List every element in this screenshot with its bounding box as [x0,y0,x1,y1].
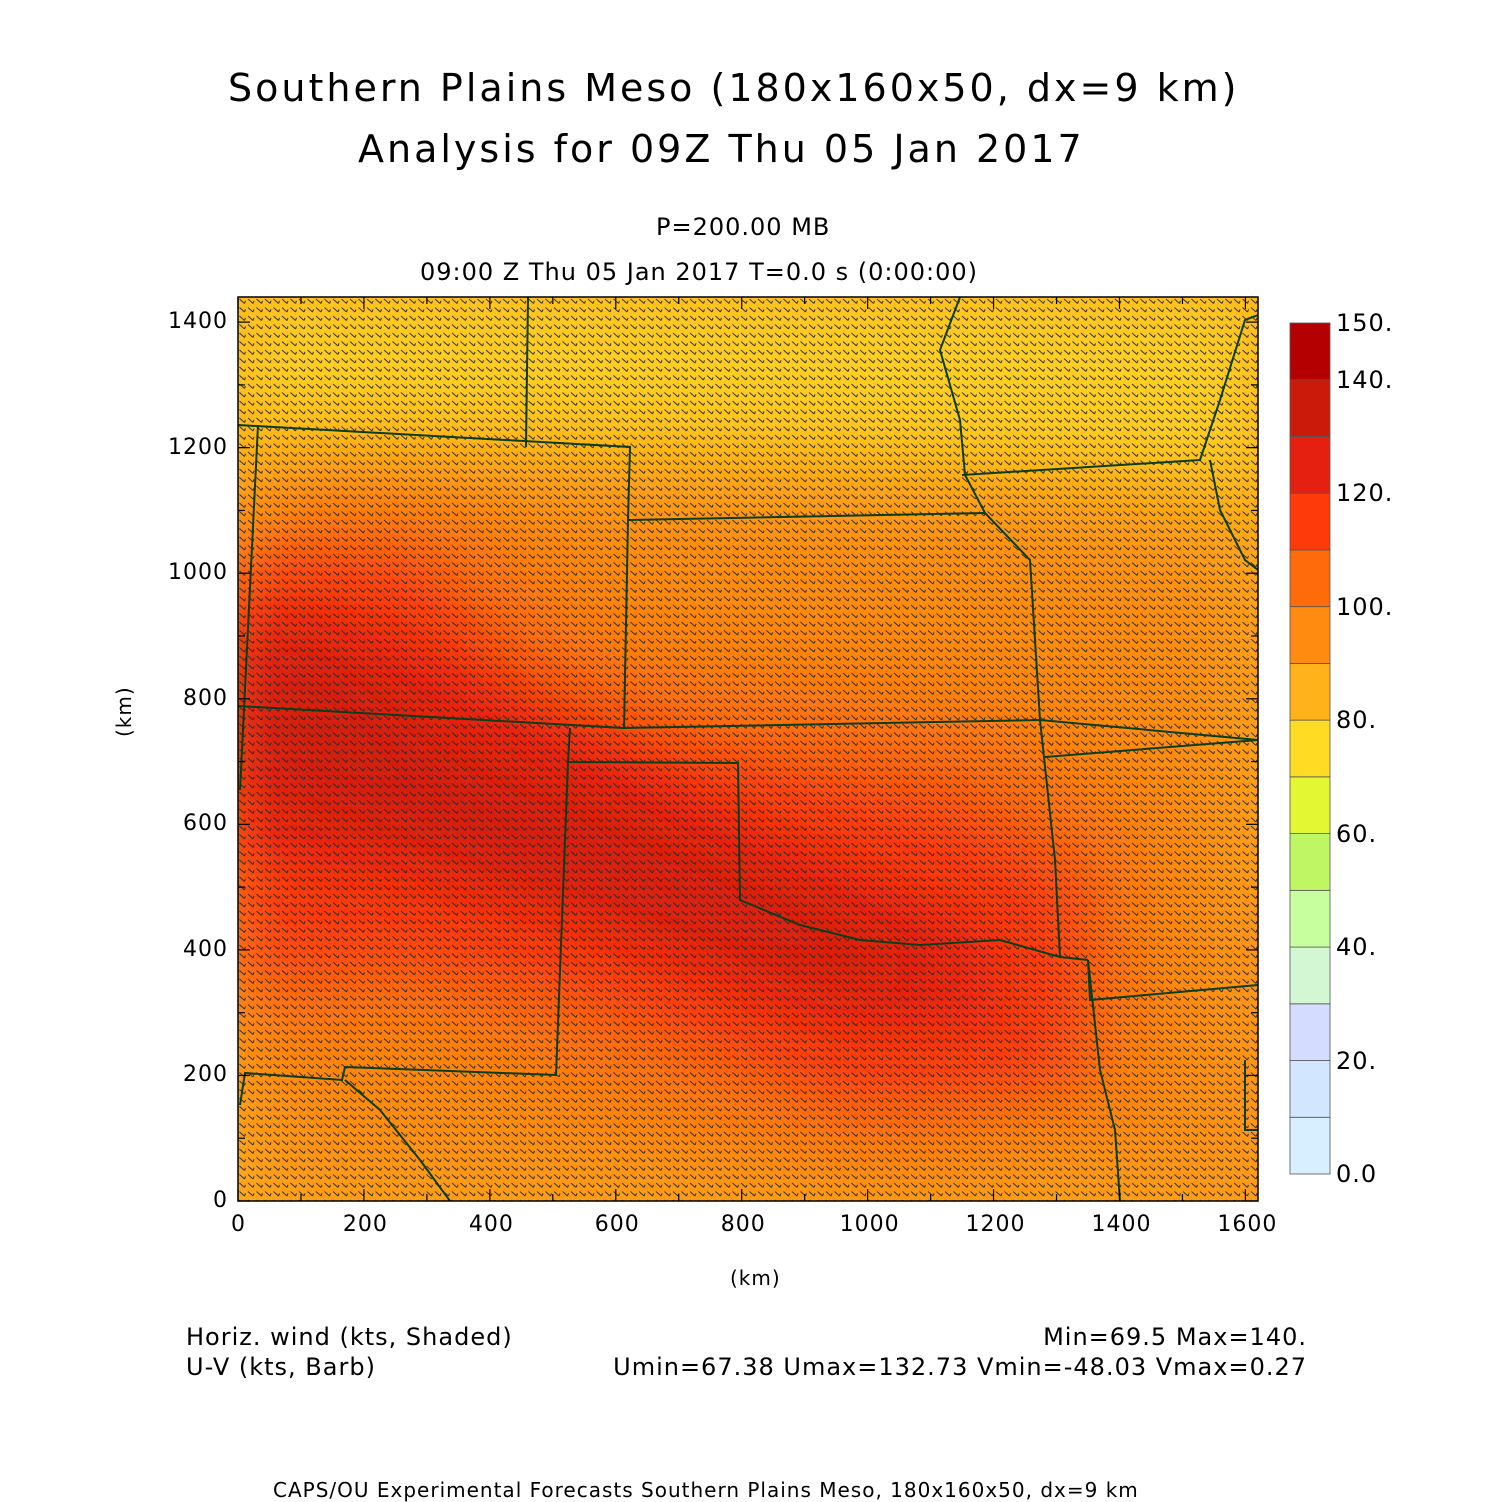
barb-field-label: U-V (kts, Barb) [186,1353,376,1381]
x-tick-label: 1200 [965,1212,1026,1237]
wind-barbs [238,297,1258,1201]
x-axis-ticks [237,297,1247,1201]
y-tick-label: 1200 [168,434,228,460]
colorbar-box [1289,663,1331,721]
colorbar-box [1289,549,1331,608]
x-axis-title: (km) [730,1266,781,1290]
colorbar-box [1289,946,1331,1005]
x-tick-label: 200 [342,1212,388,1237]
title-line-2: Analysis for 09Z Thu 05 Jan 2017 [358,127,1085,171]
colorbar-label: 120. [1336,479,1394,508]
plot-frame [237,296,1259,1202]
footer-credit: CAPS/OU Experimental Forecasts Southern … [273,1478,1139,1502]
x-tick-label: 1000 [839,1212,900,1237]
x-tick-label: 400 [468,1212,514,1237]
state-boundaries [238,297,1258,1201]
x-tick-label: 1600 [1217,1212,1278,1237]
uv-statistics: Umin=67.38 Umax=132.73 Vmin=-48.03 Vmax=… [613,1353,1307,1381]
pressure-level: P=200.00 MB [656,213,831,241]
y-tick-label: 0 [213,1188,228,1213]
y-tick-label: 1400 [168,309,228,335]
colorbar-box [1289,776,1331,834]
colorbar-box [1289,833,1331,891]
colorbar-box [1289,606,1331,664]
colorbar-box [1289,1003,1331,1061]
y-tick-label: 800 [183,685,228,711]
colorbar-label: 150. [1336,309,1394,337]
shaded-wind-field [238,297,1258,1201]
y-axis-ticks [238,321,1258,1202]
colorbar-label: 60. [1336,819,1378,848]
y-tick-label: 400 [183,936,228,962]
colorbar-label: 140. [1336,365,1394,394]
colorbar-box [1289,379,1331,437]
valid-time: 09:00 Z Thu 05 Jan 2017 T=0.0 s (0:00:00… [420,258,979,286]
colorbar-label: 0.0 [1336,1160,1378,1188]
colorbar-label: 40. [1336,933,1378,962]
x-tick-label: 800 [720,1212,766,1237]
colorbar-box [1289,1116,1331,1175]
colorbar-label: 100. [1336,592,1394,621]
colorbar-box [1289,322,1331,381]
colorbar-box [1289,1060,1331,1118]
colorbar-label: 80. [1336,706,1378,735]
y-tick-label: 600 [183,811,228,837]
y-tick-label: 200 [183,1062,228,1088]
title-line-1: Southern Plains Meso (180x160x50, dx=9 k… [228,66,1240,110]
y-tick-label: 1000 [168,560,228,586]
x-tick-label: 600 [594,1212,640,1237]
shaded-field-label: Horiz. wind (kts, Shaded) [186,1323,513,1351]
colorbar-box [1289,889,1331,948]
x-tick-label: 0 [231,1212,246,1237]
x-tick-label: 1400 [1091,1212,1152,1237]
colorbar-box [1289,492,1331,551]
colorbar-box [1289,436,1331,494]
min-max-values: Min=69.5 Max=140. [1043,1323,1307,1351]
colorbar-box [1289,719,1331,778]
colorbar-label: 20. [1336,1046,1378,1075]
